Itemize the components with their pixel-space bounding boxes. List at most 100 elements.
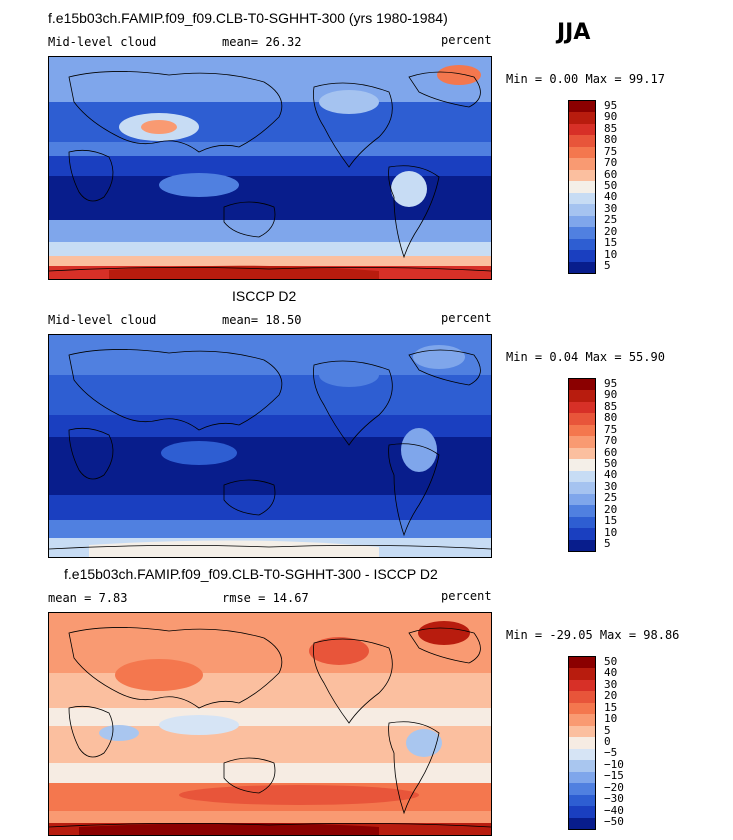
colorbar-tick-label: −5	[604, 746, 618, 760]
colorbar-tick-label: 15	[604, 700, 618, 714]
colorbar-swatch	[569, 112, 595, 125]
colorbar-tick-label: 40	[604, 666, 618, 680]
colorbar-tick-label: 40	[604, 468, 618, 482]
colorbar-tick-label: 60	[604, 167, 618, 181]
colorbar-tick-label: 85	[604, 399, 618, 413]
colorbar-tick-label: 0	[604, 735, 611, 748]
colorbar-swatch	[569, 505, 595, 518]
colorbar-swatch	[569, 447, 595, 460]
colorbar-swatch	[569, 181, 595, 194]
panel1-colorbar	[568, 100, 596, 274]
colorbar-swatch	[569, 204, 595, 217]
colorbar-tick-label: 60	[604, 445, 618, 459]
colorbar-swatch	[569, 771, 595, 784]
colorbar-swatch	[569, 215, 595, 228]
colorbar-tick-label: 50	[604, 457, 618, 470]
colorbar-tick-label: 20	[604, 502, 618, 516]
colorbar-swatch	[569, 748, 595, 761]
panel2-title: ISCCP D2	[232, 288, 297, 304]
colorbar-tick-label: 50	[604, 654, 618, 668]
colorbar-tick-label: 10	[604, 712, 618, 726]
season-label: JJA	[557, 20, 591, 45]
panel1-mean-label: mean= 26.32	[222, 35, 302, 49]
colorbar-tick-label: 5	[604, 537, 611, 551]
colorbar-swatch	[569, 123, 595, 136]
colorbar-swatch	[569, 702, 595, 715]
colorbar-swatch	[569, 101, 595, 113]
panel3-map	[48, 612, 492, 836]
colorbar-tick-label: 70	[604, 434, 618, 448]
colorbar-tick-label: 20	[604, 224, 618, 238]
colorbar-swatch	[569, 192, 595, 205]
panel1-variable-label: Mid-level cloud	[48, 35, 157, 49]
panel3-minmax-label: Min = -29.05 Max = 98.86	[506, 628, 680, 642]
panel1-units-label: percent	[441, 33, 492, 47]
panel1-map	[48, 56, 492, 280]
colorbar-tick-label: −10	[604, 757, 624, 771]
colorbar-tick-label: 90	[604, 388, 618, 402]
colorbar-swatch	[569, 390, 595, 403]
colorbar-tick-label: 85	[604, 121, 618, 135]
colorbar-swatch	[569, 528, 595, 541]
colorbar-tick-label: 30	[604, 479, 618, 493]
panel3-units-label: percent	[441, 589, 492, 603]
colorbar-tick-label: −30	[604, 792, 624, 806]
panel3-title: f.e15b03ch.FAMIP.f09_f09.CLB-T0-SGHHT-30…	[64, 566, 438, 582]
colorbar-tick-label: −50	[604, 815, 624, 829]
colorbar-swatch	[569, 493, 595, 506]
panel2-variable-label: Mid-level cloud	[48, 313, 157, 327]
colorbar-tick-label: 80	[604, 133, 618, 147]
colorbar-swatch	[569, 227, 595, 240]
colorbar-tick-label: −20	[604, 780, 624, 794]
colorbar-swatch	[569, 379, 595, 391]
colorbar-tick-label: −40	[604, 803, 624, 817]
panel2-minmax-label: Min = 0.04 Max = 55.90	[506, 350, 665, 364]
colorbar-tick-label: 25	[604, 491, 618, 505]
colorbar-tick-label: 70	[604, 156, 618, 170]
panel2-colorbar	[568, 378, 596, 552]
colorbar-tick-label: 20	[604, 689, 618, 703]
colorbar-tick-label: 25	[604, 213, 618, 227]
colorbar-swatch	[569, 679, 595, 692]
panel1-title: f.e15b03ch.FAMIP.f09_f09.CLB-T0-SGHHT-30…	[48, 10, 448, 26]
colorbar-tick-label: 15	[604, 236, 618, 250]
colorbar-swatch	[569, 146, 595, 159]
colorbar-tick-label: 75	[604, 144, 618, 158]
panel3-colorbar	[568, 656, 596, 830]
panel3-mean-label: mean = 7.83	[48, 591, 128, 605]
colorbar-swatch	[569, 794, 595, 807]
colorbar-swatch	[569, 725, 595, 738]
colorbar-tick-label: 10	[604, 247, 618, 261]
colorbar-swatch	[569, 169, 595, 182]
colorbar-tick-label: 30	[604, 677, 618, 691]
colorbar-swatch	[569, 737, 595, 750]
colorbar-swatch	[569, 539, 595, 552]
colorbar-tick-label: 10	[604, 525, 618, 539]
panel2-units-label: percent	[441, 311, 492, 325]
colorbar-tick-label: 95	[604, 376, 618, 390]
colorbar-swatch	[569, 250, 595, 263]
colorbar-tick-label: 5	[604, 723, 611, 737]
colorbar-swatch	[569, 806, 595, 819]
colorbar-tick-label: 80	[604, 411, 618, 425]
colorbar-swatch	[569, 714, 595, 727]
colorbar-tick-label: 95	[604, 98, 618, 112]
colorbar-swatch	[569, 413, 595, 426]
colorbar-tick-label: −15	[604, 769, 624, 783]
colorbar-tick-label: 75	[604, 422, 618, 436]
colorbar-tick-label: 30	[604, 201, 618, 215]
colorbar-swatch	[569, 470, 595, 483]
colorbar-swatch	[569, 459, 595, 472]
panel2-mean-label: mean= 18.50	[222, 313, 302, 327]
panel1-minmax-label: Min = 0.00 Max = 99.17	[506, 72, 665, 86]
colorbar-swatch	[569, 817, 595, 830]
colorbar-swatch	[569, 401, 595, 414]
colorbar-swatch	[569, 158, 595, 171]
colorbar-swatch	[569, 436, 595, 449]
colorbar-swatch	[569, 668, 595, 681]
colorbar-swatch	[569, 760, 595, 773]
colorbar-swatch	[569, 691, 595, 704]
colorbar-swatch	[569, 657, 595, 669]
colorbar-tick-label: 40	[604, 190, 618, 204]
panel3-rmse-label: rmse = 14.67	[222, 591, 309, 605]
